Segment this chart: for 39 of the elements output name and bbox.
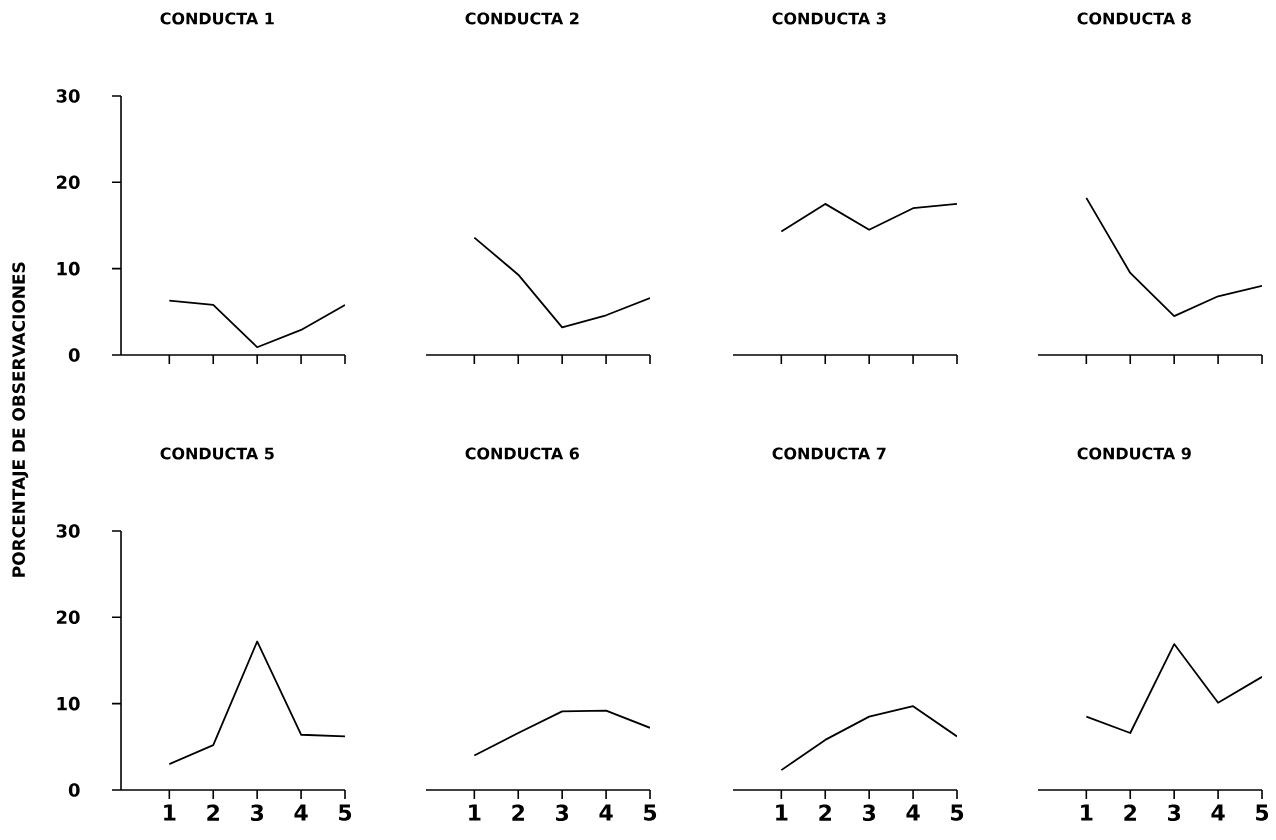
y-tick-label: 30 [56,524,80,538]
x-tick-label: 5 [951,804,964,821]
x-tick-label: 1 [776,804,788,821]
x-tick-label: 3 [863,804,876,822]
y-axis-title: PORCENTAJE DE OBSERVACIONES [12,262,29,577]
x-tick-label: 4 [599,804,613,821]
x-tick-label: 5 [1256,804,1269,821]
x-tick-label: 1 [164,804,176,821]
x-tick-label: 2 [819,804,831,821]
line-series [168,640,346,765]
y-tick-label: 20 [56,610,80,625]
chart-title: CONDUCTA 5 [160,447,274,460]
chart-title: CONDUCTA 2 [465,12,579,25]
chart-title: CONDUCTA 7 [772,447,886,460]
x-tick-label: 1 [1081,804,1093,821]
x-tick-label: 2 [512,804,524,821]
chart-title: CONDUCTA 3 [772,12,886,25]
x-tick-label: 3 [556,804,569,822]
x-tick-label: 4 [906,804,920,821]
x-tick-label: 5 [339,804,352,821]
y-tick-label: 0 [68,783,80,797]
x-tick-label: 5 [644,804,657,821]
x-tick-label: 1 [469,804,481,821]
chart-title: CONDUCTA 8 [1077,12,1191,25]
y-tick-label: 30 [56,89,80,103]
chart-title: CONDUCTA 6 [465,447,579,460]
y-tick-label: 20 [56,175,80,190]
x-tick-label: 3 [251,804,264,822]
chart-title: CONDUCTA 1 [160,12,274,25]
y-tick-label: 10 [57,696,80,711]
chart-title: CONDUCTA 9 [1077,447,1191,460]
x-tick-label: 4 [294,804,308,821]
y-tick-label: 0 [68,348,80,362]
x-tick-label: 3 [1168,804,1181,822]
line-series [168,299,346,349]
x-tick-label: 4 [1211,804,1225,821]
x-tick-label: 2 [1124,804,1136,821]
y-tick-label: 10 [57,261,80,276]
x-tick-label: 2 [207,804,219,821]
